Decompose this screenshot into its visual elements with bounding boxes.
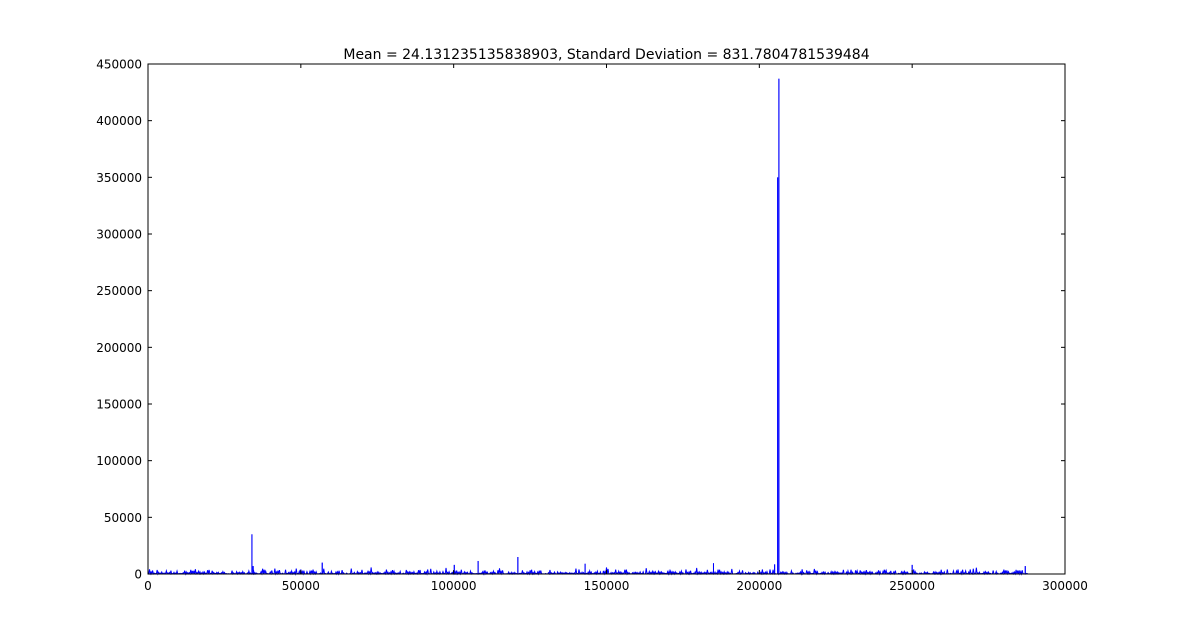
- y-tick-label: 50000: [104, 511, 142, 525]
- y-tick-label: 400000: [96, 114, 142, 128]
- y-tick-label: 150000: [96, 398, 142, 412]
- y-tick-label: 450000: [96, 58, 142, 72]
- y-tick-label: 250000: [96, 284, 142, 298]
- y-tick-label: 200000: [96, 341, 142, 355]
- chart-title: Mean = 24.131235135838903, Standard Devi…: [343, 47, 869, 63]
- y-tick-label: 0: [134, 568, 142, 582]
- x-tick-label: 0: [144, 579, 152, 593]
- x-tick-label: 200000: [736, 579, 782, 593]
- y-tick-label: 100000: [96, 454, 142, 468]
- x-tick-label: 300000: [1042, 579, 1088, 593]
- x-tick-label: 100000: [431, 579, 477, 593]
- ticks-layer: 0 50000 100000 150000 200000 250000 300000 0 500…: [96, 58, 1088, 594]
- axes-frame: [147, 63, 1066, 575]
- x-tick-label: 150000: [584, 579, 630, 593]
- y-tick-label: 350000: [96, 171, 142, 185]
- x-tick-label: 50000: [282, 579, 320, 593]
- series-line: [147, 78, 1028, 576]
- x-tick-label: 250000: [889, 579, 935, 593]
- data-layer: [147, 78, 1028, 576]
- y-tick-label: 300000: [96, 228, 142, 242]
